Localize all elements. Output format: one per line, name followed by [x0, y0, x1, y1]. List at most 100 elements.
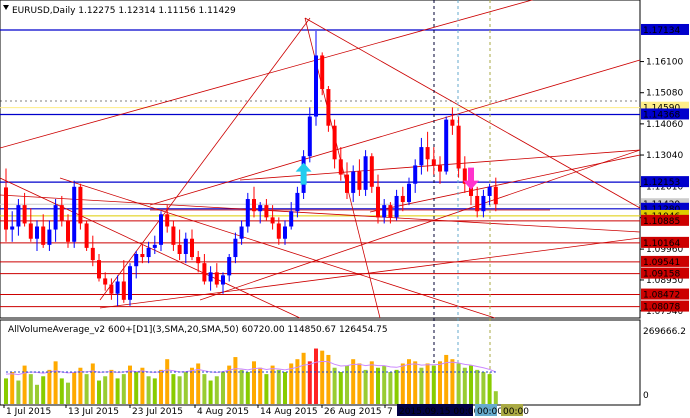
price-level-value: 1.10164	[643, 239, 680, 249]
price-tick-label: 1.12010	[646, 182, 683, 192]
volume-bar	[425, 363, 430, 404]
vertical-lines	[0, 0, 640, 405]
volume-bar	[10, 372, 15, 404]
candle-bear	[338, 159, 343, 175]
volume-bar	[276, 369, 281, 404]
candle-bear	[450, 119, 455, 126]
price-level-value: 1.08078	[643, 303, 680, 313]
candle-bear	[320, 55, 325, 90]
volume-bar	[283, 372, 287, 404]
candle-bull	[10, 226, 15, 230]
candle-bear	[90, 247, 95, 261]
volume-histogram	[4, 348, 498, 404]
candle-bear	[276, 223, 281, 239]
candle-bear	[475, 195, 480, 212]
volume-bar	[307, 361, 312, 404]
candle-bull	[35, 226, 39, 239]
candle-bull	[481, 195, 486, 212]
chart-header: EURUSD,Daily 1.12275 1.12314 1.11156 1.1…	[12, 6, 236, 16]
candle-bear	[171, 226, 176, 245]
candle-bear	[22, 205, 27, 224]
time-marker-tag	[475, 404, 497, 416]
volume-bar	[190, 367, 194, 404]
volume-bar	[369, 361, 374, 404]
time-marker-tag	[397, 404, 473, 416]
price-level-tag	[641, 255, 689, 267]
price-level-value: 1.11280	[643, 205, 680, 215]
volume-bar	[245, 372, 250, 404]
volume-bar	[456, 363, 461, 404]
price-tick-label: 1.15080	[646, 89, 683, 99]
trend-line	[199, 149, 641, 301]
volume-bar	[295, 359, 300, 404]
candle-bear	[431, 159, 436, 166]
price-level-value: 1.09158	[643, 270, 680, 280]
volume-bar	[97, 380, 101, 404]
volume-bar	[301, 352, 306, 404]
candle-bear	[376, 186, 380, 218]
price-level-value: 1.08472	[643, 291, 680, 301]
candle-bull	[47, 229, 52, 245]
volume-bar	[289, 363, 294, 404]
candle-bear	[165, 214, 170, 227]
trend-line	[99, 17, 311, 301]
candlesticks	[4, 31, 498, 306]
candle-bear	[345, 174, 349, 193]
price-level-tag	[641, 176, 689, 188]
collapse-triangle-icon[interactable]	[3, 5, 9, 10]
price-tick-label: 1.08950	[646, 276, 683, 286]
volume-bar	[177, 376, 182, 404]
volume-bar	[227, 365, 232, 404]
volume-bar	[41, 376, 46, 404]
trend-line	[99, 237, 641, 309]
candle-bear	[252, 199, 256, 212]
candle-bear	[121, 281, 126, 300]
candle-bull	[16, 205, 21, 227]
volume-bar	[487, 374, 492, 404]
candle-bull	[295, 192, 300, 212]
volume-bar	[109, 369, 114, 404]
price-panel[interactable]	[0, 0, 641, 319]
candle-bull	[351, 171, 356, 193]
trend-line	[0, 194, 641, 233]
candle-bear	[84, 223, 89, 248]
volume-bar	[115, 378, 120, 404]
volume-bar	[35, 384, 39, 404]
candle-bear	[28, 223, 33, 239]
volume-bar	[382, 365, 387, 404]
volume-bar	[493, 391, 498, 404]
candle-bear	[456, 125, 461, 169]
candle-bear	[66, 220, 70, 242]
volume-bar	[47, 369, 52, 404]
candle-bull	[258, 205, 263, 212]
volume-bar	[22, 365, 27, 404]
candle-bull	[227, 257, 232, 276]
indicator-axis-max: 269666.2	[643, 327, 686, 337]
candle-bear	[493, 186, 498, 205]
candle-bear	[109, 284, 114, 294]
candle-bear	[41, 226, 46, 245]
price-level-tag	[641, 300, 689, 312]
price-tick-label: 1.13040	[646, 151, 683, 161]
volume-bar	[221, 372, 225, 404]
volume-bar	[431, 365, 436, 404]
candle-bull	[53, 205, 58, 230]
candle-bear	[469, 183, 473, 196]
volume-bar	[270, 365, 275, 404]
volume-bar	[134, 372, 139, 404]
level-labels: 1.171341.145901.143681.121531.114291.112…	[641, 23, 689, 313]
time-label: 00:00	[503, 407, 529, 417]
candle-bear	[59, 205, 64, 221]
candle-bear	[196, 257, 201, 264]
candle-bull	[363, 156, 368, 190]
volume-bar	[233, 357, 238, 404]
candle-bear	[103, 278, 108, 285]
volume-bar	[146, 376, 151, 404]
volume-bar	[326, 354, 331, 404]
candle-bull	[487, 186, 492, 196]
volume-bar	[90, 363, 95, 404]
price-tick-label: 1.16100	[646, 58, 683, 68]
candle-bear	[357, 171, 362, 190]
candle-bull	[239, 226, 244, 239]
